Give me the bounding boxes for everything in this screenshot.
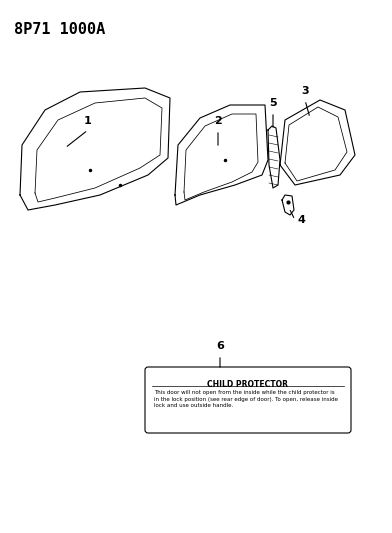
Text: 8P71 1000A: 8P71 1000A <box>14 22 105 37</box>
Text: This door will not open from the inside while the child protector is
in the lock: This door will not open from the inside … <box>154 390 338 408</box>
Text: CHILD PROTECTOR: CHILD PROTECTOR <box>207 380 289 389</box>
FancyBboxPatch shape <box>145 367 351 433</box>
Text: 4: 4 <box>298 215 306 225</box>
Text: 5: 5 <box>269 98 277 108</box>
Text: 6: 6 <box>216 341 224 351</box>
Text: 1: 1 <box>84 116 92 126</box>
Text: 2: 2 <box>214 116 222 126</box>
Text: 3: 3 <box>301 86 309 96</box>
